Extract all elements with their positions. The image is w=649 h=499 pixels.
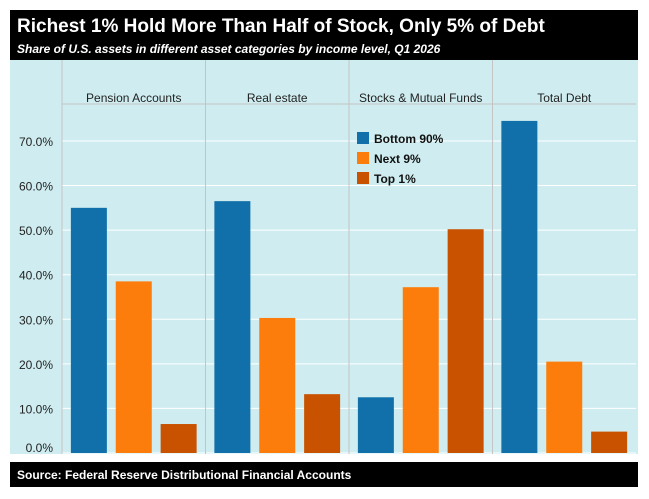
- category-label: Total Debt: [537, 91, 592, 105]
- source-note: Source: Federal Reserve Distributional F…: [17, 468, 352, 482]
- chart-title: Richest 1% Hold More Than Half of Stock,…: [17, 16, 545, 37]
- chart-header: Richest 1% Hold More Than Half of Stock,…: [10, 10, 638, 60]
- y-tick-label: 10.0%: [19, 402, 53, 416]
- bar: [304, 394, 341, 453]
- bar: [447, 229, 484, 453]
- y-tick-label: 40.0%: [19, 269, 53, 283]
- legend-label: Top 1%: [374, 172, 416, 186]
- bar-chart: Pension Accounts Real estate Stocks & Mutu…: [10, 60, 638, 455]
- chart-subtitle: Share of U.S. assets in different asset …: [17, 42, 441, 56]
- category-label: Pension Accounts: [86, 91, 181, 105]
- y-tick-label: 30.0%: [19, 313, 53, 327]
- legend-swatch: [357, 152, 369, 164]
- bar: [70, 207, 107, 453]
- bar: [501, 120, 538, 453]
- bar: [214, 201, 251, 453]
- bar: [357, 397, 394, 453]
- legend-label: Next 9%: [374, 152, 421, 166]
- bar: [591, 431, 628, 453]
- legend-label: Bottom 90%: [374, 132, 444, 146]
- category-label: Stocks & Mutual Funds: [359, 91, 482, 105]
- y-tick-label: 50.0%: [19, 224, 53, 238]
- legend: Bottom 90% Next 9% Top 1%: [357, 132, 444, 186]
- y-tick-label: 0.0%: [26, 441, 54, 455]
- bar: [160, 424, 197, 453]
- bar: [402, 287, 439, 453]
- bar: [259, 317, 296, 453]
- bar: [115, 281, 152, 453]
- legend-swatch: [357, 172, 369, 184]
- y-tick-label: 70.0%: [19, 135, 53, 149]
- category-label: Real estate: [247, 91, 308, 105]
- legend-swatch: [357, 132, 369, 144]
- y-tick-label: 20.0%: [19, 358, 53, 372]
- chart-footer: Source: Federal Reserve Distributional F…: [10, 462, 638, 487]
- bar: [546, 361, 583, 453]
- y-tick-label: 60.0%: [19, 180, 53, 194]
